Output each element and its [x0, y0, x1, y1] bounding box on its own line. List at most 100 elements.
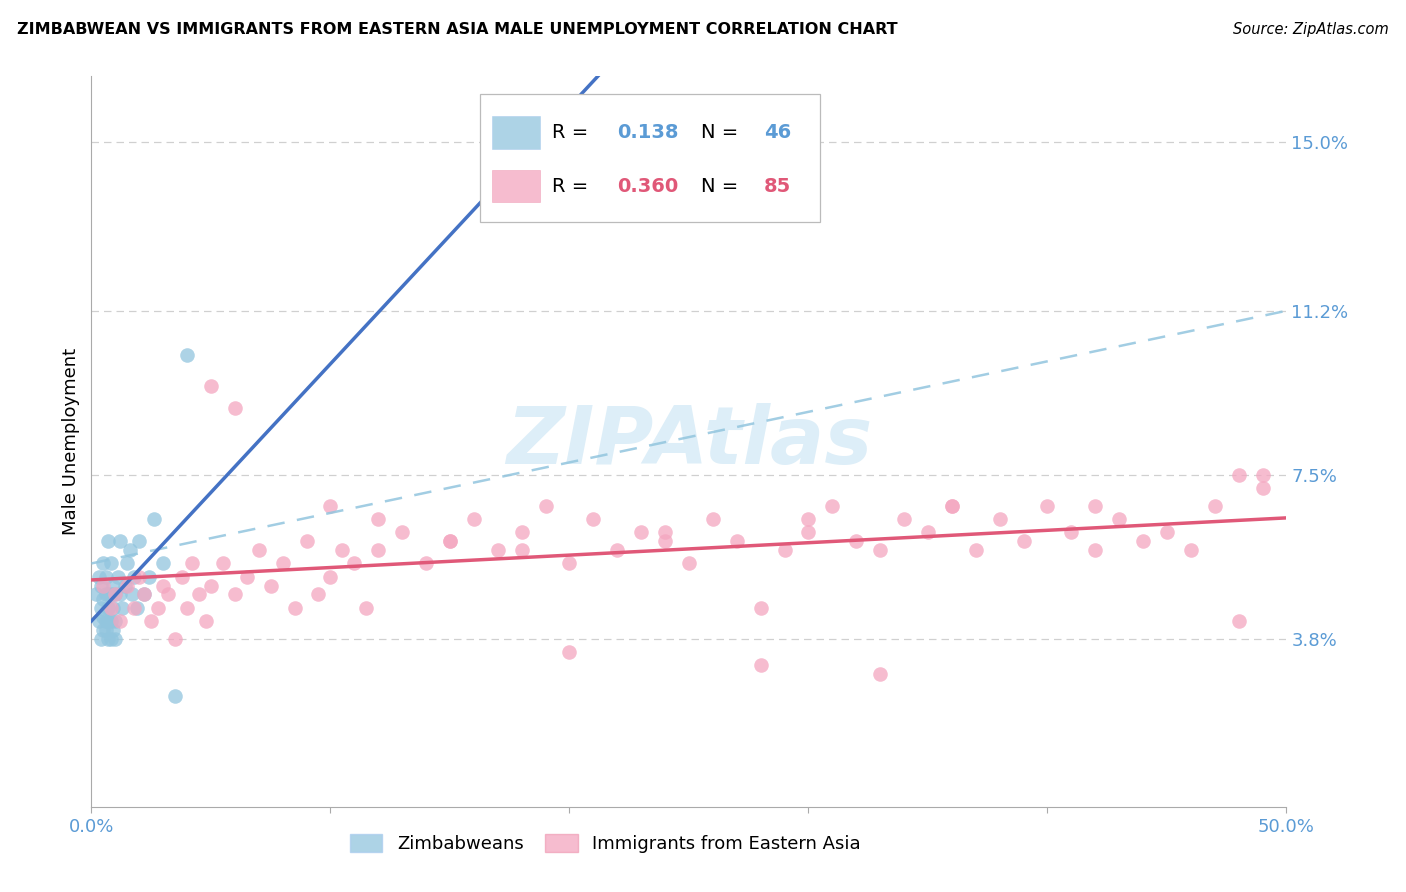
Point — [1180, 543, 1202, 558]
Point — [773, 543, 796, 558]
Point — [115, 579, 138, 593]
Point — [845, 534, 868, 549]
Point — [1227, 614, 1250, 628]
Point — [893, 512, 915, 526]
Point — [259, 579, 281, 593]
Point — [87, 570, 110, 584]
Point — [87, 614, 110, 628]
Point — [94, 587, 117, 601]
Point — [211, 557, 233, 571]
Point — [142, 512, 165, 526]
Point — [128, 570, 150, 584]
Point — [94, 623, 117, 637]
Point — [1227, 467, 1250, 482]
Point — [107, 570, 129, 584]
Point — [84, 587, 107, 601]
Point — [1108, 512, 1130, 526]
Point — [702, 512, 724, 526]
Point — [172, 570, 194, 584]
Point — [97, 600, 120, 615]
Point — [97, 587, 120, 601]
Text: 85: 85 — [765, 177, 792, 195]
Point — [367, 543, 389, 558]
Point — [869, 667, 891, 681]
Point — [176, 348, 198, 362]
Point — [180, 557, 202, 571]
Point — [124, 600, 146, 615]
Point — [224, 401, 246, 416]
Point — [100, 587, 122, 601]
Point — [271, 557, 294, 571]
Point — [725, 534, 748, 549]
Point — [988, 512, 1011, 526]
Point — [104, 587, 127, 601]
Point — [93, 623, 114, 637]
Point — [163, 632, 186, 646]
Point — [90, 600, 112, 615]
Text: N =: N = — [700, 177, 744, 195]
Point — [606, 543, 628, 558]
Point — [749, 658, 772, 673]
Point — [1251, 481, 1274, 495]
Point — [367, 512, 389, 526]
Point — [295, 534, 318, 549]
Point — [195, 614, 218, 628]
Point — [104, 587, 127, 601]
Point — [90, 632, 112, 646]
Point — [319, 499, 342, 513]
Point — [111, 600, 134, 615]
FancyBboxPatch shape — [479, 94, 821, 222]
Point — [128, 534, 150, 549]
Point — [463, 512, 485, 526]
Point — [200, 379, 222, 393]
Legend: Zimbabweans, Immigrants from Eastern Asia: Zimbabweans, Immigrants from Eastern Asi… — [343, 827, 868, 861]
Point — [100, 632, 122, 646]
Point — [319, 570, 342, 584]
Point — [115, 557, 138, 571]
Point — [1084, 543, 1107, 558]
Text: ZIMBABWEAN VS IMMIGRANTS FROM EASTERN ASIA MALE UNEMPLOYMENT CORRELATION CHART: ZIMBABWEAN VS IMMIGRANTS FROM EASTERN AS… — [17, 22, 897, 37]
Text: 0.138: 0.138 — [617, 123, 679, 142]
Point — [108, 534, 131, 549]
Point — [132, 587, 155, 601]
Point — [94, 570, 117, 584]
Point — [93, 609, 114, 624]
Point — [100, 614, 122, 628]
Point — [1251, 467, 1274, 482]
Point — [510, 543, 533, 558]
Point — [415, 557, 437, 571]
Text: 46: 46 — [765, 123, 792, 142]
Point — [284, 600, 307, 615]
Point — [797, 512, 820, 526]
Point — [94, 614, 117, 628]
Point — [439, 534, 461, 549]
Point — [90, 579, 112, 593]
Point — [1036, 499, 1059, 513]
Point — [332, 543, 354, 558]
Text: N =: N = — [700, 123, 744, 142]
Point — [654, 534, 676, 549]
Point — [100, 600, 122, 615]
Point — [486, 543, 509, 558]
Y-axis label: Male Unemployment: Male Unemployment — [62, 348, 80, 535]
Point — [108, 587, 131, 601]
Point — [97, 534, 120, 549]
Point — [235, 570, 259, 584]
Point — [307, 587, 329, 601]
Point — [654, 525, 676, 540]
Point — [163, 690, 186, 704]
Point — [97, 632, 120, 646]
Point — [101, 579, 124, 593]
Point — [101, 623, 124, 637]
Point — [176, 600, 198, 615]
Point — [965, 543, 987, 558]
FancyBboxPatch shape — [492, 117, 540, 149]
Point — [510, 525, 533, 540]
Point — [118, 543, 141, 558]
FancyBboxPatch shape — [492, 170, 540, 202]
Point — [558, 557, 581, 571]
Point — [93, 591, 114, 606]
Point — [1060, 525, 1083, 540]
Point — [97, 614, 120, 628]
Point — [114, 579, 136, 593]
